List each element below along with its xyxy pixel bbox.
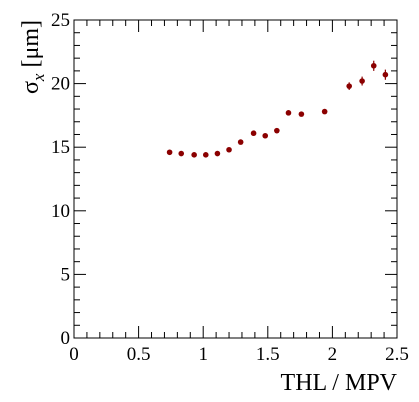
x-tick-label: 0 <box>69 344 79 365</box>
x-axis-title: THL / MPV <box>281 370 398 396</box>
x-tick-label: 1.5 <box>256 344 280 365</box>
data-point <box>166 149 173 156</box>
y-tick-label: 0 <box>61 328 71 349</box>
y-axis-subscript: x <box>29 73 48 82</box>
y-tick-labels: 0 5 10 15 20 25 <box>51 10 70 349</box>
plot-frame <box>73 19 398 339</box>
data-marker <box>274 127 280 134</box>
y-tick-label: 5 <box>61 264 71 285</box>
data-point <box>250 130 257 137</box>
data-marker <box>226 146 232 153</box>
y-axis-symbol: σ <box>18 81 44 94</box>
data-marker <box>166 149 173 156</box>
data-marker <box>285 110 292 116</box>
data-point <box>321 108 328 115</box>
x-tick-labels: 0 0.5 1 1.5 2 2.5 <box>69 344 409 365</box>
data-marker <box>346 83 352 89</box>
data-point <box>214 150 221 157</box>
data-marker <box>262 132 269 139</box>
data-marker <box>202 152 209 158</box>
y-tick-label: 25 <box>51 10 70 31</box>
data-marker <box>359 78 365 84</box>
data-marker <box>321 108 328 115</box>
data-point <box>202 152 209 158</box>
data-marker <box>250 130 257 137</box>
data-marker <box>178 150 185 157</box>
x-tick-label: 2 <box>328 344 338 365</box>
data-point <box>262 132 269 139</box>
data-point <box>237 139 244 145</box>
data-point <box>178 150 185 157</box>
x-tick-label: 1 <box>198 344 208 365</box>
data-point <box>226 146 232 153</box>
data-marker <box>237 139 244 145</box>
data-points <box>166 60 389 158</box>
y-axis-title: σx [μm] <box>18 20 48 94</box>
data-marker <box>370 62 377 69</box>
data-point <box>285 110 292 116</box>
y-tick-label: 15 <box>51 137 70 158</box>
data-point <box>359 76 365 86</box>
data-point <box>346 82 352 90</box>
data-point <box>370 60 377 71</box>
y-tick-label: 20 <box>51 74 70 95</box>
data-marker <box>214 150 221 157</box>
data-marker <box>382 71 389 78</box>
data-point <box>298 111 305 117</box>
y-tick-label: 10 <box>51 201 70 222</box>
data-marker <box>298 111 305 117</box>
x-tick-label: 0.5 <box>127 344 151 365</box>
data-point <box>382 69 389 80</box>
data-marker <box>191 152 197 158</box>
y-axis-unit: [μm] <box>18 20 44 68</box>
x-tick-label: 2.5 <box>385 344 409 365</box>
axis-ticks <box>73 19 398 339</box>
data-point <box>274 127 280 134</box>
data-point <box>191 152 197 158</box>
